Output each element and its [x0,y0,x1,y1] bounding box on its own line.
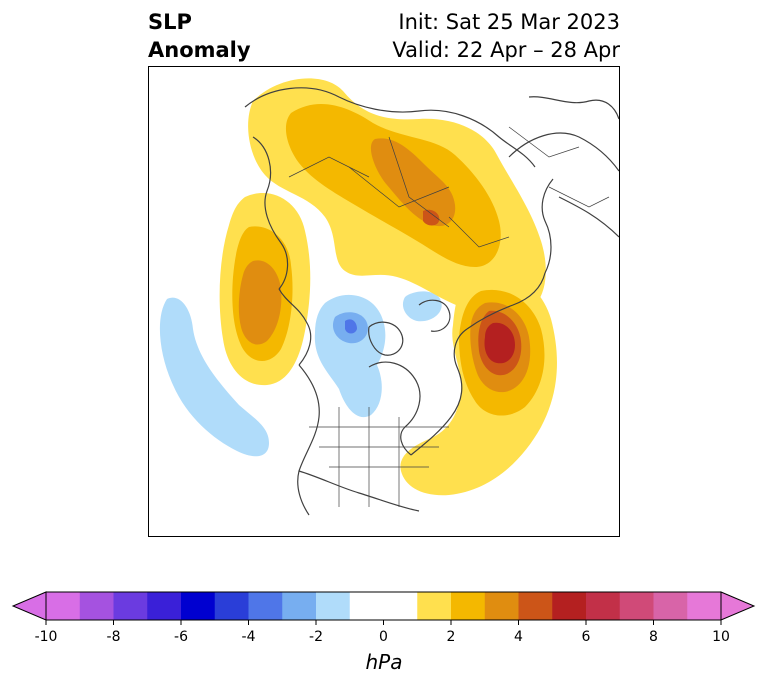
colorbar-bin [248,592,283,620]
coastlines [244,87,619,516]
colorbar-bin [316,592,351,620]
colorbar-bin [653,592,688,620]
political-borders [288,126,610,507]
negative-anomaly-canada [314,291,442,418]
colorbar-bin [484,592,519,620]
colorbar-tick-label: -4 [242,629,256,645]
colorbar-tick-label: 6 [582,629,591,645]
colorbar-bin [181,592,216,620]
colorbar-over-arrow [720,591,756,621]
colorbar-unit: hPa [366,650,403,674]
title-line-1: SLP [148,10,192,34]
date-info: Init: Sat 25 Mar 2023 Valid: 22 Apr – 28… [392,8,620,64]
colorbar-under-arrow [11,591,47,621]
colorbar-bin [282,592,317,620]
colorbar-bin [451,592,486,620]
colorbar-bin [417,592,452,620]
colorbar-tick-label: 8 [649,629,658,645]
colorbar: -10 -8 -6 -4 -2 0 2 4 6 8 10 hPa [0,585,768,685]
positive-anomaly-siberia [248,78,546,319]
colorbar-bin [687,592,722,620]
title-line-2: Anomaly [148,38,251,62]
colorbar-tick-label: 4 [514,629,523,645]
colorbar-bin [349,592,384,620]
positive-anomaly-alaska [219,192,311,386]
colorbar-tick-label: -6 [174,629,188,645]
colorbar-bin [586,592,621,620]
colorbar-tick-label: 0 [379,629,388,645]
valid-date: Valid: 22 Apr – 28 Apr [392,38,620,62]
colorbar-svg: -10 -8 -6 -4 -2 0 2 4 6 8 10 hPa [11,591,756,674]
colorbar-bin [619,592,654,620]
colorbar-tick-label: 2 [447,629,456,645]
colorbar-ticks: -10 -8 -6 -4 -2 0 2 4 6 8 10 [35,620,730,645]
positive-anomaly-atlantic [400,270,557,496]
colorbar-bin [46,592,81,620]
colorbar-bin [214,592,249,620]
colorbar-tick-label: -8 [107,629,121,645]
init-date: Init: Sat 25 Mar 2023 [398,10,620,34]
colorbar-bins [46,592,722,620]
chart-title: SLP Anomaly [148,8,251,64]
colorbar-tick-label: -10 [35,629,58,645]
colorbar-bin [147,592,182,620]
colorbar-bin [113,592,148,620]
colorbar-bin [518,592,553,620]
colorbar-bin [383,592,418,620]
negative-anomaly-pacific [159,297,269,457]
colorbar-tick-label: 10 [712,629,730,645]
map-panel [148,66,620,537]
colorbar-tick-label: -2 [309,629,323,645]
colorbar-bin [552,592,587,620]
colorbar-bin [79,592,114,620]
map-svg [159,78,619,516]
